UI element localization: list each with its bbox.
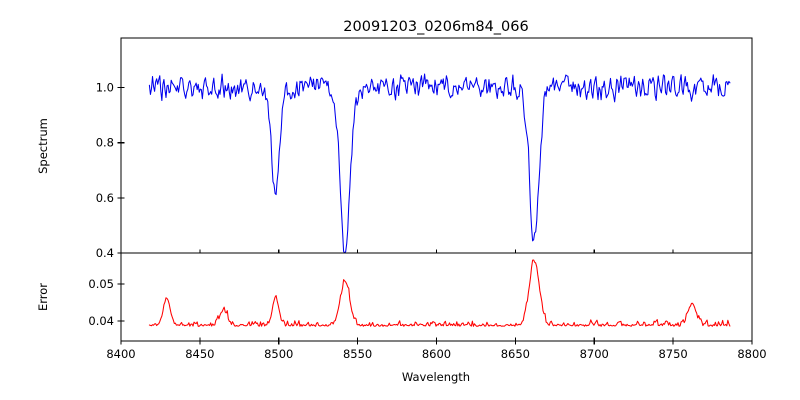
x-tick-label: 8450	[185, 347, 214, 361]
y-axis-label-spectrum: Spectrum	[36, 118, 50, 174]
y-axis-label-error: Error	[36, 283, 50, 311]
x-tick-label: 8700	[580, 347, 609, 361]
y-tick-label: 0.6	[96, 191, 114, 205]
x-tick-label: 8800	[737, 347, 766, 361]
x-axis-label: Wavelength	[402, 370, 470, 384]
x-tick-label: 8400	[106, 347, 135, 361]
x-tick-label: 8550	[343, 347, 372, 361]
y-tick-label: 0.4	[96, 246, 114, 260]
y-tick-label: 0.8	[96, 136, 114, 150]
x-tick-label: 8750	[658, 347, 687, 361]
y-tick-label: 1.0	[96, 81, 114, 95]
data-series-spectrum	[148, 73, 731, 253]
error-panel: 8400 8450 8500 8550 8600 8650 8700 8750 8800 0.04…	[88, 252, 767, 361]
y-tick-label: 0.05	[88, 277, 114, 291]
x-tick-label: 8650	[501, 347, 530, 361]
page-title: 20091203_0206m84_066	[343, 19, 528, 35]
data-series-error	[148, 259, 731, 327]
x-tick-label: 8600	[422, 347, 451, 361]
y-tick-label: 0.04	[88, 314, 114, 328]
x-tick-label: 8500	[264, 347, 293, 361]
